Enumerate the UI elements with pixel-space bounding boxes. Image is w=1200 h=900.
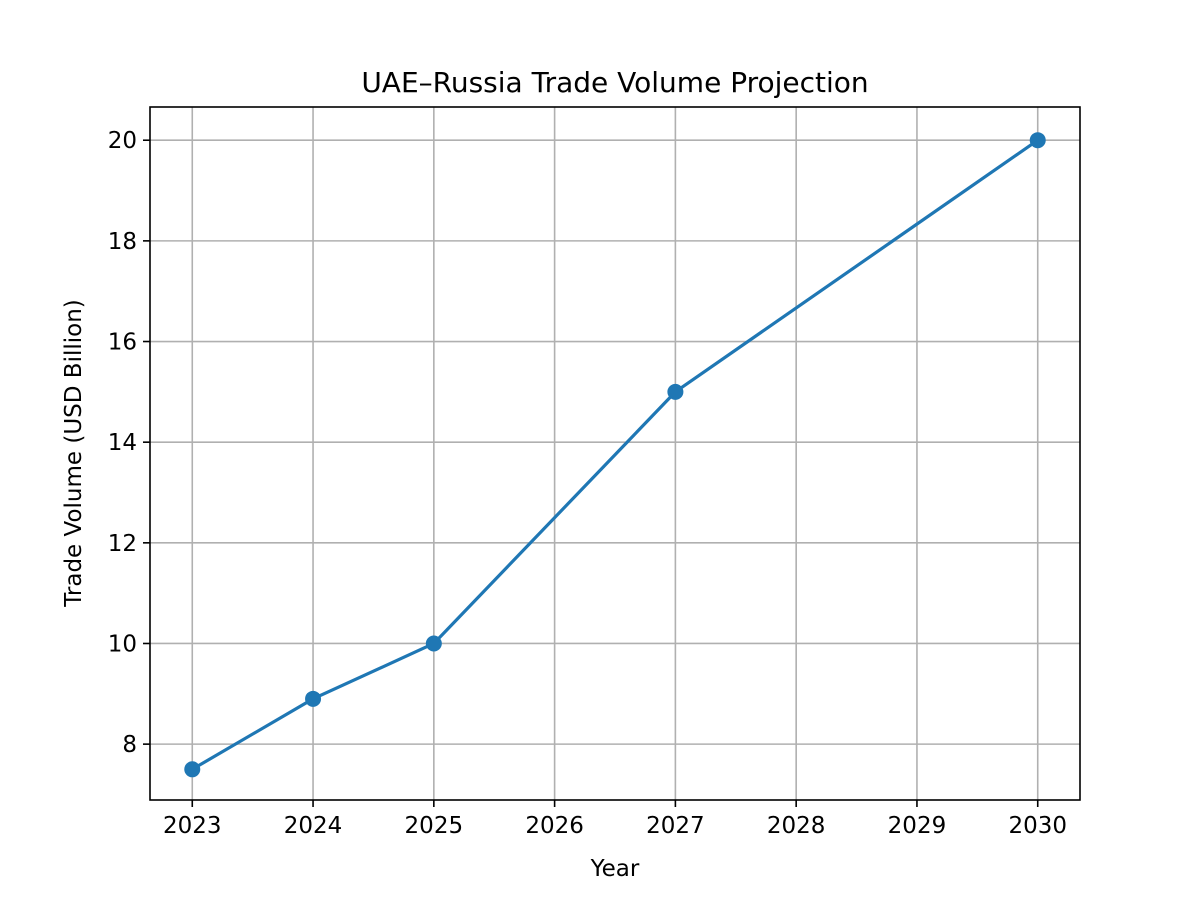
x-tick-label: 2029 (888, 813, 947, 839)
x-axis-label: Year (590, 856, 640, 882)
y-axis-label: Trade Volume (USD Billion) (61, 299, 87, 608)
data-point (1029, 132, 1046, 149)
data-point (667, 383, 684, 400)
x-tick-label: 2025 (405, 813, 464, 839)
y-tick-label: 14 (108, 430, 137, 456)
x-tick-label: 2026 (525, 813, 584, 839)
x-tick-label: 2023 (163, 813, 222, 839)
data-point (305, 690, 322, 707)
chart-title: UAE–Russia Trade Volume Projection (361, 66, 868, 99)
data-point (184, 761, 201, 778)
x-tick-label: 2024 (284, 813, 343, 839)
y-tick-label: 18 (108, 229, 137, 255)
x-tick-label: 2027 (646, 813, 705, 839)
data-point (425, 635, 442, 652)
x-tick-label: 2030 (1008, 813, 1067, 839)
plot-frame (149, 106, 1081, 801)
y-tick-label: 20 (108, 128, 137, 154)
y-tick-label: 16 (108, 330, 137, 356)
x-tick-label: 2028 (767, 813, 826, 839)
y-tick-label: 8 (122, 732, 137, 758)
y-tick-label: 10 (108, 631, 137, 657)
y-tick-label: 12 (108, 531, 137, 557)
